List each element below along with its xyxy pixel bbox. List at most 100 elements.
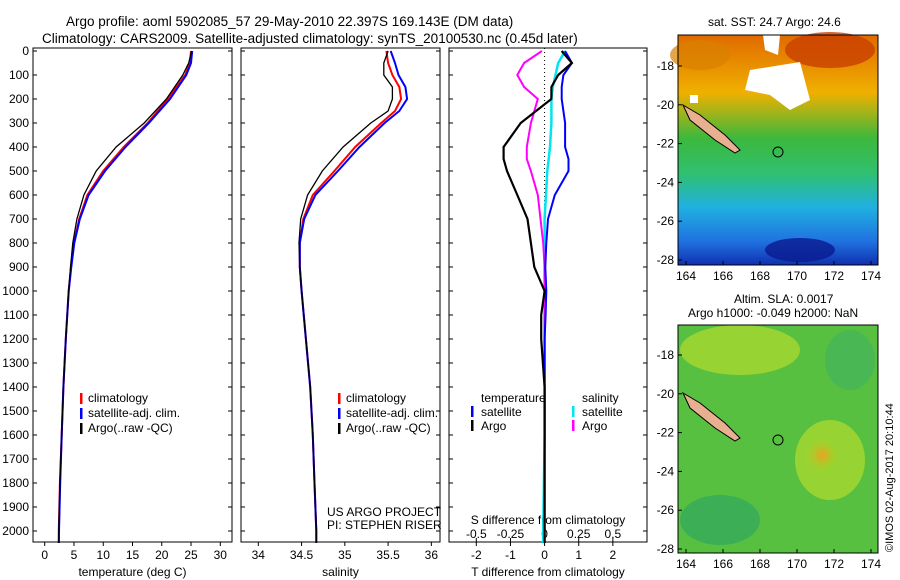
series-line-argo-raw-qc- <box>298 50 394 543</box>
x-tick-label: 35.5 <box>376 548 400 562</box>
sla-map <box>677 324 879 554</box>
y-tick-label: 1400 <box>2 380 29 394</box>
y-tick-label: 900 <box>9 260 29 274</box>
map-y-tick-label: -18 <box>657 59 675 73</box>
y-tick-label: 300 <box>9 116 29 130</box>
series-line-satellite-adj-clim- <box>57 50 194 544</box>
series-line-t-argo <box>502 50 574 543</box>
x-tick-label: 30 <box>214 548 228 562</box>
credit-label: US ARGO PROJECT <box>327 505 442 519</box>
x2-tick-label: -0.25 <box>497 527 525 541</box>
map-y-tick-label: -26 <box>657 503 675 517</box>
sla-map-title-1: Altim. SLA: 0.0017 <box>734 292 834 306</box>
y-tick-label: 1200 <box>2 332 29 346</box>
y-tick-label: 1000 <box>2 284 29 298</box>
y-tick-label: 500 <box>9 164 29 178</box>
y-tick-label: 100 <box>9 68 29 82</box>
y-tick-label: 1900 <box>2 500 29 514</box>
map-x-tick-label: 166 <box>713 269 733 283</box>
x-tick-label: -2 <box>471 548 482 562</box>
map-x-tick-label: 174 <box>861 557 881 571</box>
x-tick-label: 0 <box>41 548 48 562</box>
legend-title-temperature: temperature <box>481 391 546 405</box>
legend-label: satellite-adj. clim. <box>88 406 180 420</box>
x-tick-label: 2 <box>610 548 617 562</box>
map-x-tick-label: 170 <box>787 269 807 283</box>
x-tick-label: 25 <box>184 548 198 562</box>
series-line-s-argo <box>516 50 546 543</box>
y-tick-label: 800 <box>9 236 29 250</box>
x-tick-label: 15 <box>126 548 140 562</box>
x-tick-label: 1 <box>575 548 582 562</box>
y-tick-label: 1800 <box>2 476 29 490</box>
map-x-tick-label: 170 <box>787 557 807 571</box>
legend-label: satellite <box>582 405 623 419</box>
legend-swatch <box>572 406 575 417</box>
x-tick-label: 36 <box>425 548 439 562</box>
legend-label: satellite-adj. clim. <box>346 406 438 420</box>
x-axis-label: T difference from climatology <box>471 565 625 579</box>
y-tick-label: 200 <box>9 92 29 106</box>
x-tick-label: 5 <box>71 548 78 562</box>
series-line-satellite-adj-clim- <box>298 50 409 543</box>
map-x-tick-label: 168 <box>750 269 770 283</box>
x2-tick-label: 0.25 <box>567 527 591 541</box>
map-x-tick-label: 168 <box>750 557 770 571</box>
sst-map-title: sat. SST: 24.7 Argo: 24.6 <box>708 15 841 29</box>
new-caledonia-landmass <box>681 391 741 442</box>
argo-location-marker <box>772 434 784 446</box>
legend-swatch <box>471 420 474 431</box>
x-tick-label: 35 <box>338 548 352 562</box>
legend-swatch <box>338 408 341 419</box>
legend-label: Argo(..raw -QC) <box>346 421 431 435</box>
legend-swatch <box>338 393 341 404</box>
sst-map <box>670 32 879 266</box>
sla-map-title-2: Argo h1000: -0.049 h2000: NaN <box>688 306 858 320</box>
map-y-tick-label: -20 <box>657 98 675 112</box>
plot-frame <box>32 47 233 543</box>
x-tick-label: 20 <box>155 548 169 562</box>
difference-panel: -2 -1 0 1 2 T difference from climatology -0.5… <box>448 47 648 579</box>
legend-swatch <box>80 393 83 404</box>
legend-label: Argo <box>481 419 507 433</box>
legend-label: climatology <box>346 391 406 405</box>
map-y-tick-label: -28 <box>657 253 675 267</box>
x-tick-label: 34 <box>252 548 266 562</box>
imos-stamp: ©IMOS 02-Aug-2017 20:10:44 <box>884 403 896 552</box>
x2-axis-label: S difference from climatology <box>471 513 626 527</box>
new-caledonia-landmass <box>681 103 741 154</box>
legend-swatch <box>471 406 474 417</box>
map-x-tick-label: 172 <box>824 269 844 283</box>
y-tick-label: 1500 <box>2 404 29 418</box>
y-tick-label: 400 <box>9 140 29 154</box>
plot-frame <box>240 47 441 543</box>
map-y-tick-label: -22 <box>657 426 675 440</box>
x2-tick-label: -0.5 <box>466 527 487 541</box>
map-y-tick-label: -26 <box>657 214 675 228</box>
y-tick-label: 1600 <box>2 428 29 442</box>
y-tick-label: 1700 <box>2 452 29 466</box>
salinity-panel: 34 34.5 35 35.5 36 salinity climatologysatelli… <box>240 47 441 579</box>
map-x-tick-label: 166 <box>713 557 733 571</box>
map-y-tick-label: -24 <box>657 464 675 478</box>
plot-frame <box>448 47 648 543</box>
x-tick-label: 34.5 <box>290 548 314 562</box>
legend-swatch <box>80 408 83 419</box>
map-y-tick-label: -18 <box>657 348 675 362</box>
series-line-t-satellite <box>543 50 574 543</box>
map-x-tick-label: 172 <box>824 557 844 571</box>
legend-label: Argo <box>582 419 608 433</box>
map-y-tick-label: -22 <box>657 137 675 151</box>
y-tick-label: 600 <box>9 188 29 202</box>
y-tick-label: 2000 <box>2 524 29 538</box>
y-tick-label: 0 <box>22 44 29 58</box>
map-y-tick-label: -28 <box>657 542 675 556</box>
temperature-panel: 0100200300400500600700800900100011001200… <box>2 44 233 579</box>
pi-label: PI: STEPHEN RISER <box>327 518 442 532</box>
legend-label: climatology <box>88 391 148 405</box>
legend-swatch <box>80 423 83 434</box>
x-axis-label: temperature (deg C) <box>78 565 186 579</box>
y-tick-label: 1100 <box>3 308 29 322</box>
map-y-tick-label: -20 <box>657 387 675 401</box>
